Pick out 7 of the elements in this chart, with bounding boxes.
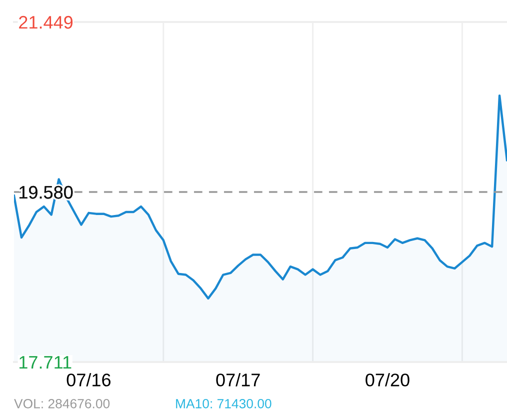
text: VOL: 284676.00 xyxy=(14,398,110,408)
x-tick-label: 07/17 xyxy=(216,373,260,386)
y-tick-label: 17.711 xyxy=(20,356,72,369)
x-tick-label: 07/16 xyxy=(66,373,110,386)
y-tick-label: 21.449 xyxy=(19,16,73,29)
x-tick-label: 07/20 xyxy=(366,373,410,386)
text: MA10: 71430.00 xyxy=(176,398,272,408)
